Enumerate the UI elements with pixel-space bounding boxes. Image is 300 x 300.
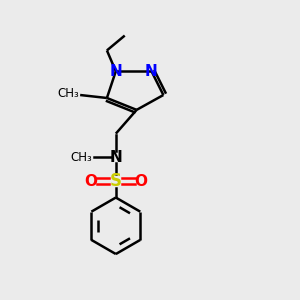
Text: CH₃: CH₃ [70,151,92,164]
Text: S: S [110,172,122,190]
Text: O: O [135,174,148,189]
Text: CH₃: CH₃ [57,87,79,100]
Text: O: O [84,174,97,189]
Text: N: N [145,64,158,79]
Text: N: N [110,150,122,165]
Text: N: N [110,64,122,79]
